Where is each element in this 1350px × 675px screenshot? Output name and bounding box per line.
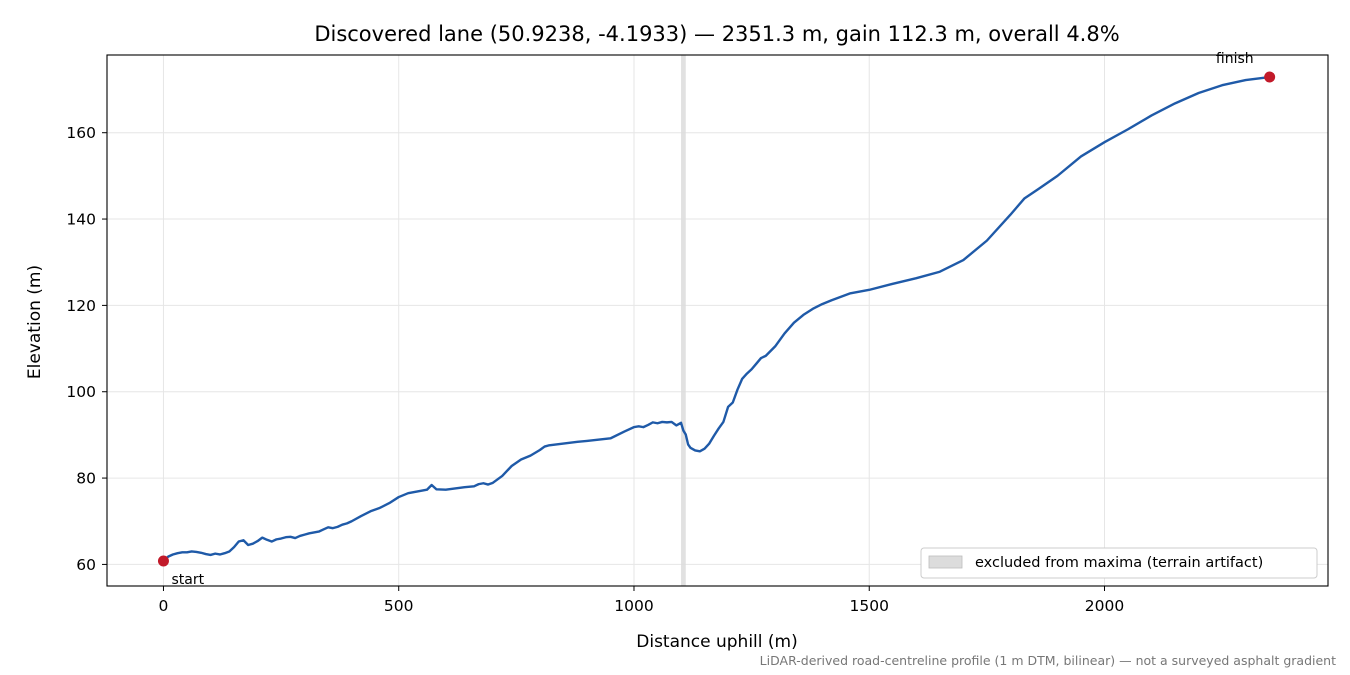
x-tick-label: 2000 — [1085, 597, 1124, 615]
x-tick-label: 500 — [384, 597, 414, 615]
y-tick-label: 160 — [66, 124, 96, 142]
legend-box — [920, 547, 1318, 579]
legend-label: excluded from maxima (terrain artifact) — [975, 555, 1263, 571]
finish-marker — [1264, 71, 1276, 83]
plot-frame — [106, 54, 1329, 587]
x-tick-label: 0 — [159, 597, 169, 615]
start-label: start — [171, 572, 204, 588]
x-tick-label: 1000 — [614, 597, 653, 615]
excluded-band — [681, 55, 686, 586]
annotations: start finish — [157, 51, 1276, 588]
series-line — [162, 75, 1271, 563]
y-tick-label: 80 — [76, 470, 96, 488]
y-tick-label: 120 — [66, 297, 96, 315]
y-tick-label: 100 — [66, 383, 96, 401]
x-tick-label: 1500 — [850, 597, 889, 615]
start-marker — [157, 555, 169, 567]
chart-title: Discovered lane (50.9238, -4.1933) — 235… — [314, 22, 1119, 46]
series-layer — [162, 75, 1271, 563]
y-tick-label: 60 — [76, 556, 96, 574]
finish-label: finish — [1216, 51, 1254, 67]
axis-ticks: 0 500 1000 1500 2000 60 80 100 120 140 160 — [66, 124, 1124, 615]
y-tick-label: 140 — [66, 211, 96, 229]
grid-lines — [107, 55, 1328, 586]
y-axis-label: Elevation (m) — [25, 265, 45, 379]
legend-swatch — [928, 555, 963, 569]
legend: excluded from maxima (terrain artifact) — [920, 547, 1318, 579]
footnote: LiDAR-derived road-centreline profile (1… — [760, 653, 1336, 668]
x-axis-label: Distance uphill (m) — [636, 632, 797, 652]
